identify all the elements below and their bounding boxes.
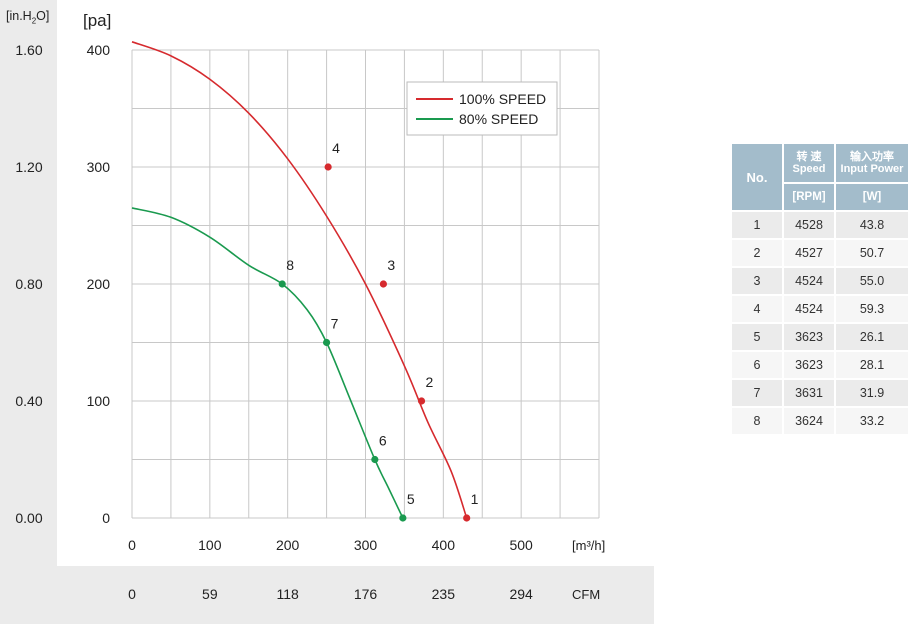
cell-speed: 4524 bbox=[783, 267, 835, 295]
x2-tick-label: 235 bbox=[432, 586, 456, 602]
right-axis-unit-label: [pa] bbox=[83, 11, 111, 30]
data-points: 1 2 3 4 5 6 7 8 bbox=[278, 140, 479, 522]
header-power: 输入功率 Input Power bbox=[835, 143, 909, 183]
data-point-3 bbox=[379, 280, 388, 288]
point-label-1: 1 bbox=[471, 491, 479, 507]
legend-box bbox=[406, 81, 558, 136]
x-axis-unit-label: [m³/h] bbox=[572, 538, 605, 553]
cell-no: 6 bbox=[731, 351, 783, 379]
point-label-4: 4 bbox=[332, 140, 340, 156]
x-tick-label: 300 bbox=[354, 537, 378, 553]
y2-tick-label: 1.60 bbox=[15, 42, 42, 58]
table-row: 5 3623 26.1 bbox=[731, 323, 909, 351]
cell-power: 31.9 bbox=[835, 379, 909, 407]
series-line-100-speed bbox=[131, 41, 468, 519]
point-label-5: 5 bbox=[407, 491, 415, 507]
cell-no: 4 bbox=[731, 295, 783, 323]
x-tick-label: 400 bbox=[432, 537, 456, 553]
x-tick-label: 0 bbox=[128, 537, 136, 553]
point-label-7: 7 bbox=[331, 316, 339, 332]
cell-no: 7 bbox=[731, 379, 783, 407]
legend-label-80-speed: 80% SPEED bbox=[459, 111, 538, 127]
left-axis-unit-label: [in.H2O] bbox=[6, 9, 50, 26]
data-point-1 bbox=[463, 514, 471, 522]
data-point-2 bbox=[417, 397, 426, 405]
cell-speed: 3631 bbox=[783, 379, 835, 407]
y-tick-label: 100 bbox=[87, 393, 111, 409]
y2-tick-label: 0.00 bbox=[15, 510, 42, 526]
y2-tick-label: 0.40 bbox=[15, 393, 42, 409]
cell-power: 26.1 bbox=[835, 323, 909, 351]
series-line-80-speed bbox=[131, 207, 404, 519]
table-row: 7 3631 31.9 bbox=[731, 379, 909, 407]
table-row: 6 3623 28.1 bbox=[731, 351, 909, 379]
curves bbox=[131, 41, 468, 519]
y-tick-label: 0 bbox=[102, 510, 110, 526]
data-point-7 bbox=[322, 338, 331, 347]
x2-tick-label: 0 bbox=[128, 586, 136, 602]
table-body: 1 4528 43.8 2 4527 50.7 3 4524 55.0 4 4524 59.3 5 362… bbox=[731, 211, 909, 435]
cell-no: 1 bbox=[731, 211, 783, 239]
cell-power: 43.8 bbox=[835, 211, 909, 239]
table-row: 1 4528 43.8 bbox=[731, 211, 909, 239]
data-point-6 bbox=[371, 455, 379, 464]
cfm-axis-band bbox=[57, 566, 654, 624]
legend-label-100-speed: 100% SPEED bbox=[459, 91, 546, 107]
cell-no: 2 bbox=[731, 239, 783, 267]
cell-power: 33.2 bbox=[835, 407, 909, 435]
data-point-8 bbox=[278, 280, 286, 288]
cell-power: 59.3 bbox=[835, 295, 909, 323]
cell-power: 50.7 bbox=[835, 239, 909, 267]
y-tick-label: 200 bbox=[87, 276, 111, 292]
y-tick-label: 300 bbox=[87, 159, 111, 175]
x-tick-label: 200 bbox=[276, 537, 300, 553]
x2-tick-label: 294 bbox=[509, 586, 533, 602]
y2-tick-label: 0.80 bbox=[15, 276, 42, 292]
table-row: 8 3624 33.2 bbox=[731, 407, 909, 435]
x2-tick-label: 118 bbox=[277, 586, 300, 602]
cell-speed: 3623 bbox=[783, 351, 835, 379]
cell-speed: 4527 bbox=[783, 239, 835, 267]
cell-speed: 4528 bbox=[783, 211, 835, 239]
header-power-en: Input Power bbox=[840, 163, 904, 175]
fan-spec-table: No. 转 速 Speed 输入功率 Input Power [RPM] [W] 1… bbox=[731, 143, 909, 435]
cell-power: 55.0 bbox=[835, 267, 909, 295]
left-axis-band bbox=[0, 0, 57, 624]
header-speed-en: Speed bbox=[792, 163, 826, 175]
unit-speed: [RPM] bbox=[783, 183, 835, 211]
header-speed: 转 速 Speed bbox=[783, 143, 835, 183]
cell-speed: 4524 bbox=[783, 295, 835, 323]
header-no: No. bbox=[731, 143, 783, 211]
data-point-5 bbox=[399, 514, 407, 522]
cell-no: 8 bbox=[731, 407, 783, 435]
cell-no: 5 bbox=[731, 323, 783, 351]
x2-tick-label: 59 bbox=[202, 586, 218, 602]
point-label-3: 3 bbox=[387, 257, 395, 273]
table-row: 4 4524 59.3 bbox=[731, 295, 909, 323]
cfm-axis-unit-label: CFM bbox=[572, 587, 600, 602]
cell-power: 28.1 bbox=[835, 351, 909, 379]
point-label-6: 6 bbox=[379, 433, 387, 449]
y2-tick-label: 1.20 bbox=[15, 159, 42, 175]
axis-labels: 0 100 200 300 400 0.00 0.40 0.80 1.20 1.60 0 100 200… bbox=[15, 42, 533, 602]
legend: 100% SPEED 80% SPEED bbox=[406, 81, 558, 136]
header-power-cn: 输入功率 bbox=[850, 151, 894, 163]
unit-power: [W] bbox=[835, 183, 909, 211]
cell-speed: 3623 bbox=[783, 323, 835, 351]
x-tick-label: 500 bbox=[509, 537, 533, 553]
data-point-4 bbox=[324, 163, 332, 171]
table-row: 2 4527 50.7 bbox=[731, 239, 909, 267]
point-label-8: 8 bbox=[286, 257, 294, 273]
y-tick-label: 400 bbox=[87, 42, 111, 58]
table-row: 3 4524 55.0 bbox=[731, 267, 909, 295]
point-label-2: 2 bbox=[426, 374, 434, 390]
cell-speed: 3624 bbox=[783, 407, 835, 435]
header-speed-cn: 转 速 bbox=[796, 151, 822, 163]
x-tick-label: 100 bbox=[198, 537, 222, 553]
x2-tick-label: 176 bbox=[354, 586, 378, 602]
cell-no: 3 bbox=[731, 267, 783, 295]
